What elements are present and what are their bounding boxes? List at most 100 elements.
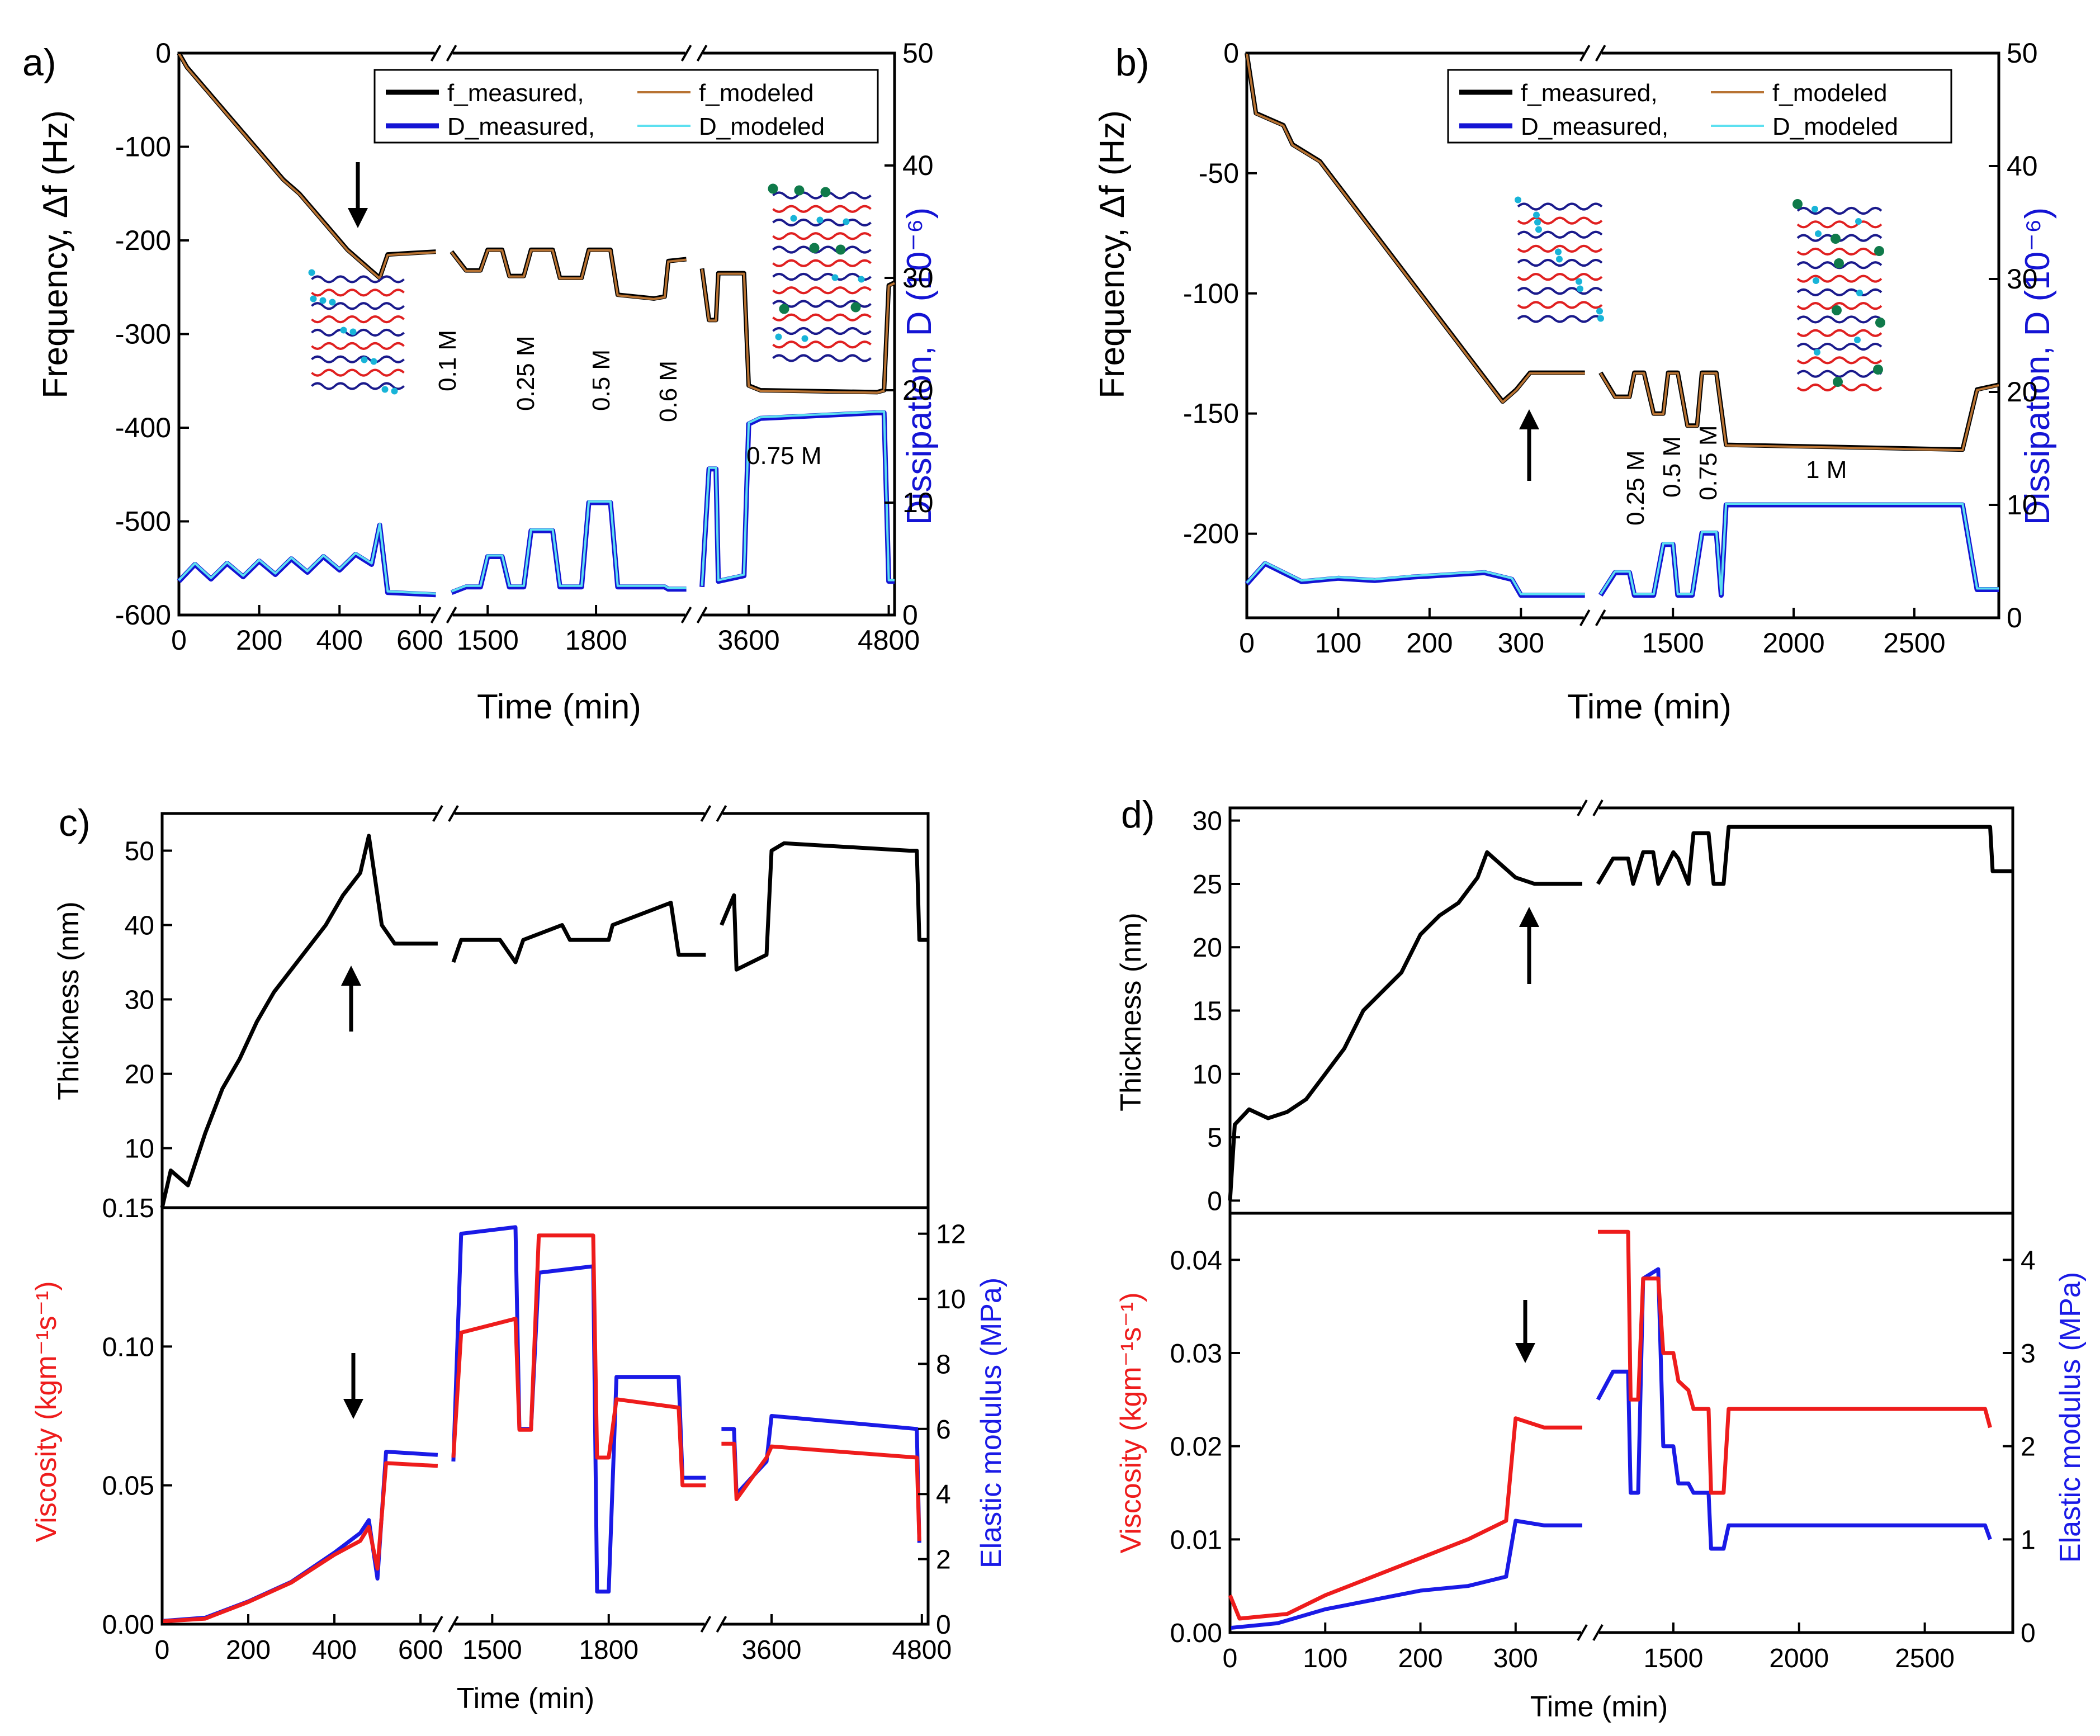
- y-tick-label: -50: [1199, 158, 1239, 189]
- y-tick-label: 50: [2007, 37, 2038, 69]
- x-tick-label: 1500: [457, 625, 519, 656]
- x-tick-label: 3600: [742, 1635, 802, 1665]
- polymer-chain: [772, 205, 872, 213]
- concentration-labels: 0.25 M 0.5 M 0.75 M 1 M: [1622, 425, 1847, 526]
- x-tick-label: 100: [1315, 627, 1361, 659]
- y-axis-title: Frequency, Δf (Hz): [1093, 110, 1132, 399]
- panel-d: d) Thickness (nm) Viscosity (kgm⁻¹s⁻¹) E…: [1115, 793, 2087, 1723]
- annotation-label: 0.25 M: [512, 335, 540, 411]
- polymer-chain: [1517, 216, 1603, 225]
- x-tick-label: 1800: [565, 625, 627, 656]
- D-modeled-line: [1246, 503, 1999, 595]
- x-tick-label: 100: [1303, 1644, 1347, 1673]
- counterion-bead: [1515, 196, 1521, 204]
- polymer-chain: [1517, 273, 1603, 281]
- legend-label: D_modeled: [1772, 113, 1898, 140]
- annotation-label: 0.75 M: [746, 442, 822, 470]
- polymer-chain: [772, 286, 872, 295]
- legend-label: f_modeled: [1772, 79, 1887, 107]
- counterion-bead: [768, 183, 778, 194]
- y-tick-label: 30: [2007, 263, 2038, 295]
- plot-frame: [160, 812, 930, 1626]
- y-tick-label: 20: [902, 375, 934, 406]
- molecule-inset: [1515, 196, 1604, 323]
- axis-break-mark: [680, 607, 692, 623]
- x-axis-title: Time (min): [1530, 1691, 1668, 1723]
- x-tick-label: 600: [398, 1635, 443, 1665]
- counterion-bead: [1832, 305, 1842, 315]
- x-tick-label: 400: [312, 1635, 357, 1665]
- y-tick-label: 30: [902, 262, 934, 294]
- D-measured-line: [177, 410, 895, 598]
- counterion-bead: [391, 387, 398, 395]
- y-tick-label: 0.01: [1170, 1525, 1222, 1555]
- counterion-bead: [340, 327, 347, 334]
- polymer-chain: [1796, 302, 1883, 310]
- axis-break-mark: [1595, 45, 1606, 62]
- counterion-bead: [1576, 278, 1582, 285]
- f-modeled-line: [1246, 53, 1999, 452]
- y-tick-label: 0: [1223, 37, 1239, 69]
- chart-legend: f_measured, f_modeled D_measured, D_modeled: [1447, 69, 1952, 144]
- legend-label: f_measured,: [447, 79, 584, 107]
- y-tick-label: 0.05: [102, 1472, 154, 1501]
- y-axis-title-left: Viscosity (kgm⁻¹s⁻¹): [1115, 1292, 1147, 1553]
- counterion-bead: [809, 243, 820, 253]
- counterion-bead: [310, 295, 317, 302]
- axis-break-mark: [700, 805, 712, 822]
- panel-b: b) Frequency, Δf (Hz) Dissipation, D (10…: [1093, 37, 2057, 726]
- counterion-bead: [1833, 377, 1843, 387]
- y-axis-title: Thickness (nm): [53, 901, 85, 1100]
- y-tick-label: -200: [1183, 518, 1239, 550]
- counterion-bead: [370, 358, 377, 365]
- counterion-bead: [1556, 256, 1563, 263]
- counterion-bead: [1535, 226, 1542, 233]
- counterion-bead: [858, 276, 865, 283]
- thickness-line: [1228, 825, 2013, 1201]
- y-tick-label: 10: [125, 1134, 154, 1164]
- up-arrow: [1519, 907, 1539, 984]
- y-tick-label: 0: [155, 37, 171, 69]
- y-tick-label: 15: [1193, 997, 1222, 1027]
- polymer-chain: [311, 368, 405, 377]
- y-tick-label: 50: [902, 37, 934, 69]
- x-tick-label: 3600: [717, 625, 779, 656]
- polymer-chain: [311, 302, 405, 310]
- polymer-chain: [1517, 301, 1603, 309]
- y-tick-label: 40: [902, 150, 934, 181]
- counterion-bead: [361, 356, 368, 363]
- y-tick-label: -300: [115, 319, 171, 350]
- y-axis-label-right: Dissipation, D (10⁻⁶): [2018, 207, 2057, 525]
- y-tick-label: 4: [936, 1480, 951, 1510]
- y-tick-label: 0: [902, 599, 918, 631]
- axis-break-mark: [1592, 800, 1604, 816]
- x-axis-title: Time (min): [457, 1682, 595, 1715]
- counterion-bead: [1854, 337, 1861, 343]
- axis-break-mark: [700, 1616, 712, 1633]
- annotation-label: 1 M: [1806, 456, 1847, 484]
- annotation-label: 0.5 M: [1658, 436, 1686, 498]
- counterion-bead: [1596, 308, 1603, 315]
- counterion-bead: [1534, 219, 1541, 226]
- y-tick-label: 0: [2021, 1619, 2036, 1648]
- y-tick-label: -100: [1183, 278, 1239, 309]
- y-tick-label: 0.03: [1170, 1339, 1222, 1369]
- counterion-bead: [1813, 277, 1819, 284]
- y-tick-label: 2: [936, 1545, 951, 1575]
- polymer-chain: [311, 329, 405, 337]
- y-tick-label: 20: [125, 1060, 154, 1090]
- y-axis-title-right: Elastic modulus (MPa): [975, 1278, 1008, 1568]
- y-tick-label: 0: [2007, 602, 2022, 633]
- counterion-bead: [816, 216, 824, 224]
- concentration-labels: 0.1 M 0.25 M 0.5 M 0.6 M 0.75 M: [434, 330, 822, 470]
- down-arrow: [1515, 1300, 1535, 1363]
- x-tick-label: 2000: [1769, 1644, 1829, 1673]
- counterion-bead: [1812, 206, 1818, 212]
- annotation-label: 0.5 M: [588, 349, 615, 411]
- y-axis-label-left: Frequency, Δf (Hz): [1093, 110, 1132, 399]
- counterion-bead: [1815, 230, 1822, 237]
- y-tick-label: 0.02: [1170, 1432, 1222, 1462]
- y-axis-label-left: Frequency, Δf (Hz): [36, 110, 75, 399]
- panel-label: b): [1115, 41, 1149, 84]
- y-tick-label: 8: [936, 1350, 951, 1379]
